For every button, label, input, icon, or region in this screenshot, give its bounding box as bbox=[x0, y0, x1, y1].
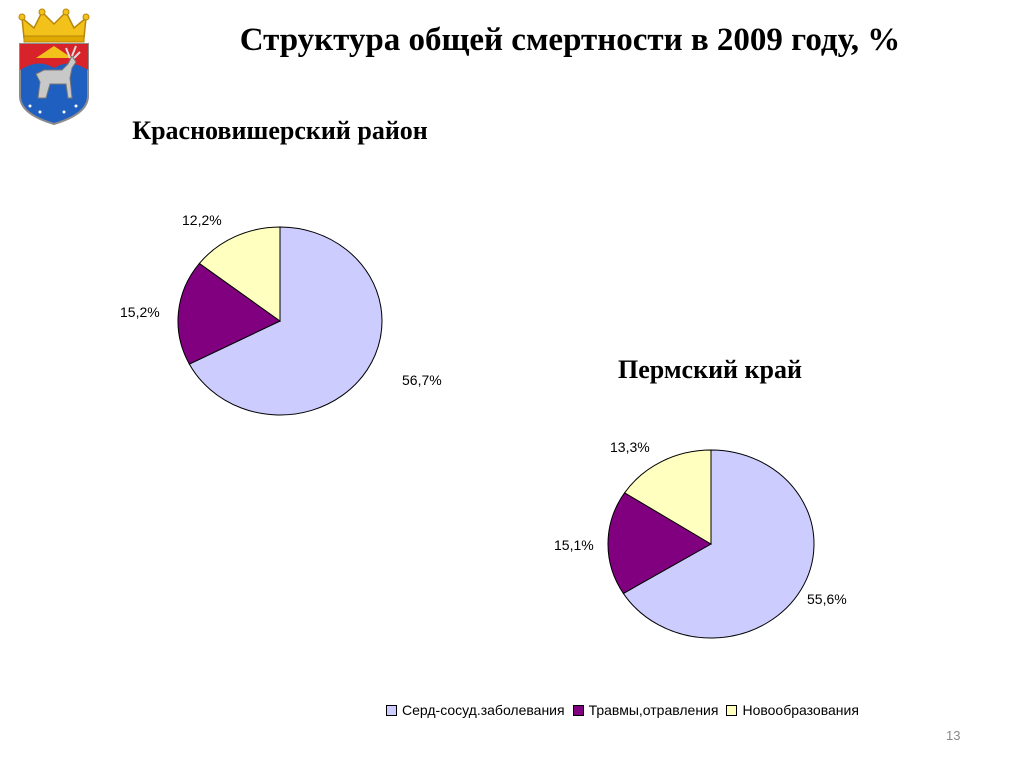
pie-slice-krasnovishersk-trauma bbox=[177, 262, 281, 365]
legend-label-trauma: Травмы,отравления bbox=[588, 702, 719, 718]
crown-icon bbox=[18, 8, 90, 43]
pie-label-krasnovishersk-trauma: 15,2% bbox=[120, 304, 160, 320]
pie-label-krasnovishersk-cardio: 56,7% bbox=[402, 372, 442, 388]
pie-chart-perm: 55,6% 15,1% 13,3% bbox=[554, 439, 847, 639]
slide-number: 13 bbox=[946, 728, 961, 743]
legend-item-neoplasm: Новообразования bbox=[726, 702, 859, 718]
pie-slice-krasnovishersk-cardio bbox=[188, 226, 383, 416]
chart-title-krasnovishersk: Красновишерский район bbox=[132, 116, 428, 145]
pie-slice-perm-cardio bbox=[622, 449, 815, 639]
legend-item-trauma: Травмы,отравления bbox=[572, 702, 719, 718]
pie-label-perm-cardio: 55,6% bbox=[807, 591, 847, 607]
pie-label-perm-trauma: 15,1% bbox=[554, 537, 594, 553]
legend-label-neoplasm: Новообразования bbox=[742, 702, 859, 718]
chart-title-perm: Пермский край bbox=[618, 355, 802, 384]
legend-swatch-trauma bbox=[572, 704, 584, 716]
legend-swatch-neoplasm bbox=[726, 704, 738, 716]
legend-swatch-cardio bbox=[386, 704, 397, 716]
chart-legend: Серд-сосуд.заболевания Травмы,отравления… bbox=[386, 702, 867, 718]
pie-label-perm-neoplasm: 13,3% bbox=[610, 439, 650, 455]
coat-of-arms-icon bbox=[18, 8, 90, 126]
slide-title: Структура общей смертности в 2009 году, … bbox=[239, 22, 901, 58]
pie-label-krasnovishersk-neoplasm: 12,2% bbox=[182, 212, 222, 228]
legend-label-cardio: Серд-сосуд.заболевания bbox=[402, 702, 565, 718]
pie-chart-krasnovishersk: 56,7% 15,2% 12,2% bbox=[120, 212, 442, 416]
legend-item-cardio: Серд-сосуд.заболевания bbox=[386, 702, 565, 718]
pie-slice-perm-trauma bbox=[607, 492, 712, 595]
pie-slice-perm-neoplasm bbox=[623, 449, 712, 545]
pie-slice-krasnovishersk-neoplasm bbox=[198, 226, 281, 322]
